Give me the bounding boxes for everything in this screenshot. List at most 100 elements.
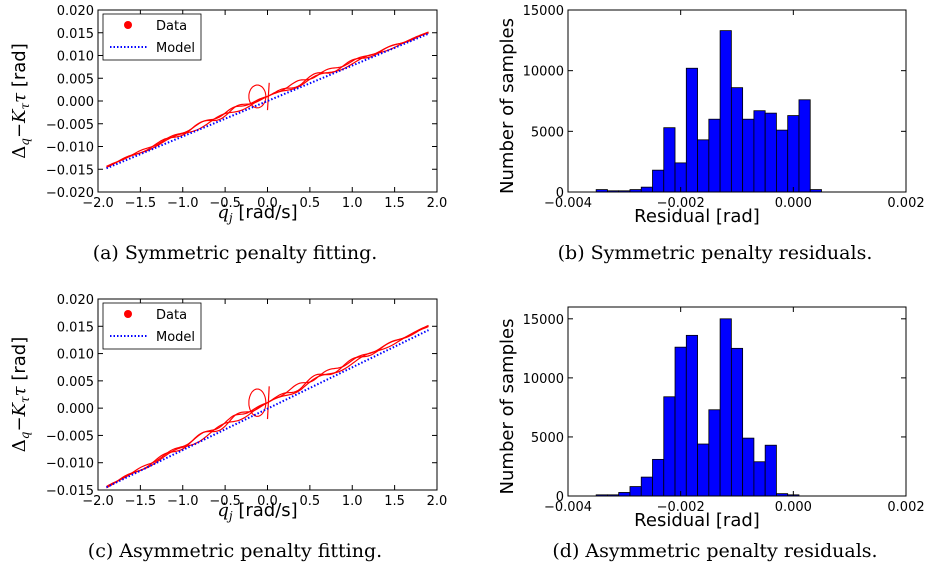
y-tick-label: 0.020 (57, 293, 94, 308)
panel-a-line-chart: −2.0 −1.5 −1.0 −0.5 0.0 0.5 1.0 1.5 2.0 −0.020 −0.… (9, 4, 447, 225)
x-tick-label: −1.5 (125, 494, 157, 509)
legend: Data Model (102, 13, 202, 61)
histogram-bar (764, 444, 777, 497)
x-tick-label: −0.5 (209, 494, 241, 509)
histogram-bar (663, 127, 676, 193)
x-tick-label: 0.0 (257, 196, 278, 211)
axes-frame (567, 9, 907, 193)
histogram-bar (708, 118, 721, 193)
histogram-bar (742, 118, 755, 193)
histogram-bar (697, 139, 710, 193)
histogram-bar (742, 437, 755, 497)
histogram-bar (753, 110, 766, 193)
legend-label-model: Model (156, 330, 195, 345)
y-tick-label: 5000 (531, 125, 564, 140)
y-tick-label: 0.000 (57, 402, 94, 417)
legend-label-model: Model (156, 41, 195, 56)
histogram-bar (708, 409, 721, 497)
x-tick-label: −0.004 (544, 196, 592, 211)
y-tick-label: −0.015 (46, 163, 94, 178)
x-tick-label: 0.002 (887, 196, 924, 211)
histogram-bar (719, 30, 732, 193)
legend-box (102, 13, 202, 61)
y-tick-label: −0.005 (46, 118, 94, 133)
data-line (106, 325, 429, 488)
x-axis-label: q̇j [rad/s] (217, 500, 297, 523)
x-tick-label: −0.002 (657, 196, 705, 211)
histogram-bar (640, 186, 653, 193)
histogram-bar (652, 458, 665, 497)
y-tick-label: −0.010 (46, 141, 94, 156)
y-tick-label: 0.000 (57, 95, 94, 110)
y-tick-label: 10000 (523, 372, 564, 387)
x-tick-label: 1.0 (342, 196, 363, 211)
y-tick-label: −0.005 (46, 429, 94, 444)
histogram-bar (685, 67, 698, 193)
caption-d: (d) Asymmetric penalty residuals. (552, 540, 878, 562)
histogram-bar (697, 443, 710, 497)
y-tick-label: 0.005 (57, 72, 94, 87)
caption-a: (a) Symmetric penalty fitting. (92, 242, 378, 264)
x-tick-label: 0.0 (257, 494, 278, 509)
x-tick-label: −1.0 (167, 196, 199, 211)
y-tick-label: 15000 (523, 4, 564, 19)
y-tick-label: 0.015 (57, 320, 94, 335)
data-spike (266, 82, 270, 111)
x-tick-label: 0.000 (775, 196, 812, 211)
y-tick-label: 0.005 (57, 375, 94, 390)
panel-b-histogram: −0.004 −0.002 0.000 0.002 0 5000 10000 15000 Res… (497, 4, 925, 227)
histogram-bar (685, 334, 698, 497)
y-tick-label: 0 (556, 490, 564, 505)
x-tick-label: 1.5 (384, 196, 405, 211)
histogram-bar (640, 476, 653, 497)
histogram-bar (663, 396, 676, 497)
y-tick-label: −0.020 (46, 186, 94, 201)
legend-label-data: Data (156, 19, 187, 34)
x-tick-label: 1.5 (384, 494, 405, 509)
x-tick-label: 0.002 (887, 500, 924, 515)
x-tick-label: −0.5 (209, 196, 241, 211)
legend-label-data: Data (156, 308, 187, 323)
panel-c-line-chart: −2.0 −1.5 −1.0 −0.5 0.0 0.5 1.0 1.5 2.0 −0.015 −0.… (9, 293, 447, 523)
histogram-bar (764, 112, 777, 193)
y-tick-label: 0.010 (57, 348, 94, 363)
histogram-bar (674, 346, 687, 497)
model-line (106, 329, 429, 489)
y-tick-label: 5000 (531, 431, 564, 446)
x-axis-label: Residual [rad] (634, 510, 760, 531)
y-tick-label: 0.020 (57, 4, 94, 19)
x-tick-label: −2.0 (82, 196, 114, 211)
histogram-bar (618, 492, 631, 497)
x-tick-label: −0.004 (544, 500, 592, 515)
x-tick-label: 2.0 (427, 196, 448, 211)
y-tick-label: 0.015 (57, 27, 94, 42)
panel-d-histogram: −0.004 −0.002 0.000 0.002 0 5000 10000 15000 Res… (497, 306, 925, 531)
data-line (106, 31, 429, 167)
y-tick-label: −0.010 (46, 457, 94, 472)
x-tick-label: −1.5 (125, 196, 157, 211)
legend-box (102, 302, 202, 350)
y-axis-label: Number of samples (497, 18, 518, 194)
histogram-bar (753, 461, 766, 497)
y-tick-label: 10000 (523, 65, 564, 80)
y-tick-label: 15000 (523, 313, 564, 328)
x-tick-label: −2.0 (82, 494, 114, 509)
x-tick-label: 0.5 (300, 494, 321, 509)
legend-marker-data (124, 21, 132, 29)
histogram-bar (719, 318, 732, 497)
y-axis-label: Number of samples (497, 319, 518, 495)
histogram-bar (798, 99, 811, 193)
histogram-bar (652, 169, 665, 193)
x-tick-label: 0.5 (300, 196, 321, 211)
axes-frame (567, 306, 907, 497)
data-series (106, 324, 429, 489)
y-axis-label: Δq−Kττ [rad] (9, 43, 32, 158)
x-tick-label: −1.0 (167, 494, 199, 509)
x-tick-label: 2.0 (427, 494, 448, 509)
data-loop (248, 388, 267, 417)
data-loop (248, 84, 267, 109)
histogram-bar (787, 115, 800, 193)
histogram-bar (629, 486, 642, 497)
legend: Data Model (102, 302, 202, 350)
